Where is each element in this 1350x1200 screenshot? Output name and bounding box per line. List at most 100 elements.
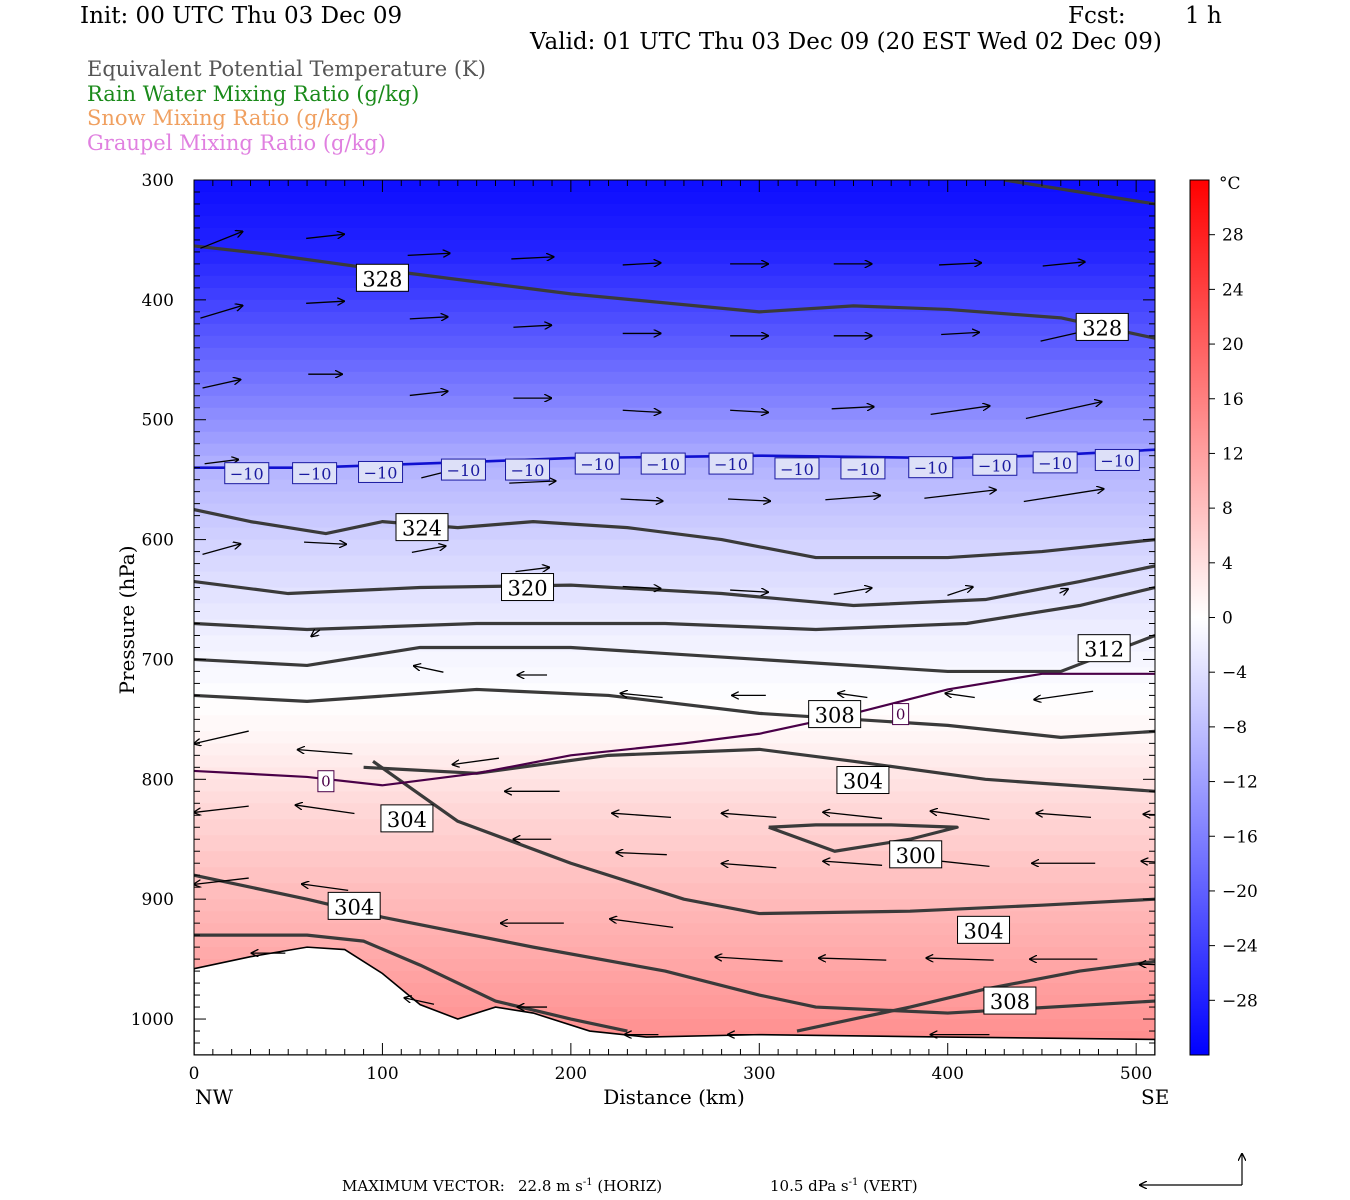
wind-vector	[407, 253, 450, 255]
isotherm-label: −10	[224, 462, 270, 485]
temp-band	[194, 203, 1155, 217]
isotherm-zero	[194, 672, 1155, 787]
temp-band	[194, 491, 1155, 505]
temp-band	[194, 571, 1155, 589]
colorbar-unit: °C	[1219, 174, 1241, 194]
wind-vector	[622, 263, 661, 265]
temperature-field	[194, 180, 1155, 1055]
x-tick-label: 300	[743, 1064, 775, 1084]
isotherm-label-text: −10	[580, 455, 614, 474]
isotherm-label: −10	[774, 457, 820, 480]
legend-theta-e: Equivalent Potential Temperature (K)	[87, 57, 486, 81]
contour-labels: 328 328 324 320 312 308 304 304 300 304 304 308 −10 −…	[224, 263, 1140, 1015]
theta-e-label: 312	[1077, 634, 1131, 663]
theta-e-label-box	[395, 513, 449, 542]
x-tick-label: 0	[189, 1064, 200, 1084]
isotherm-label-box	[708, 452, 754, 475]
valid-time: Valid: 01 UTC Thu 03 Dec 09 (20 EST Wed …	[530, 29, 1162, 55]
theta-e-label-box	[957, 915, 1011, 944]
wind-vector	[515, 567, 550, 573]
isotherm-label-box	[908, 456, 954, 479]
x-tick-label: 100	[366, 1064, 398, 1084]
wind-vector	[513, 325, 551, 327]
colorbar-tick-label: −12	[1222, 773, 1258, 793]
zero-label-box	[892, 703, 910, 726]
theta-e-line-312	[194, 633, 1155, 674]
theta-e-label-text: 328	[362, 267, 402, 291]
plot-frame	[193, 179, 1156, 1056]
theta-e-label-box	[808, 700, 862, 729]
x-end-right: SE	[1141, 1085, 1169, 1109]
y-tick-label: 600	[142, 531, 174, 551]
temp-band	[194, 883, 1155, 900]
temp-band	[194, 407, 1155, 421]
isotherm-label-box	[358, 460, 404, 483]
isotherm-label: −10	[505, 458, 551, 481]
wind-vector	[620, 499, 663, 501]
theta-e-label-text: 312	[1084, 638, 1124, 662]
y-tick-label: 800	[142, 770, 174, 790]
theta-e-line-328	[1003, 180, 1155, 206]
horiz-value: 22.8 m s	[518, 1177, 583, 1195]
theta-e-line-316	[194, 585, 1155, 632]
temp-band	[194, 239, 1155, 253]
isotherm-label-text: −10	[298, 465, 332, 484]
isotherm-label-text: −10	[447, 461, 481, 480]
theta-e-label: 324	[395, 513, 449, 542]
isotherm-label: −10	[840, 457, 886, 480]
terrain-surface	[194, 946, 1155, 1055]
wind-vector	[945, 693, 975, 697]
temp-band	[194, 191, 1155, 205]
isotherm-label-box	[640, 452, 686, 475]
temp-band	[194, 803, 1155, 820]
temp-band	[194, 947, 1155, 960]
wind-vector	[833, 588, 872, 595]
isotherm-label-box	[292, 462, 338, 485]
temp-band	[194, 767, 1155, 780]
wind-vector	[612, 813, 672, 819]
wind-vector	[941, 332, 979, 334]
isotherm-label-box	[1094, 448, 1140, 471]
wind-vectors	[194, 232, 1155, 1035]
theta-e-label-text: 304	[334, 895, 374, 919]
colorbar-tick-label: 0	[1222, 609, 1233, 629]
colorbar: °C 28 24 20 16 12 8 4 0 −4 −8 −12 −16 −20 −24 −28	[1189, 174, 1258, 1056]
wind-vector	[405, 998, 435, 1005]
colorbar-tick-label: 20	[1222, 335, 1244, 355]
colorbar-tick-label: 16	[1222, 390, 1244, 410]
vert-tag: (VERT)	[863, 1177, 918, 1195]
theta-e-line-320	[194, 564, 1155, 608]
isotherm-label-box	[774, 457, 820, 480]
isotherm-label-box	[505, 458, 551, 481]
isotherm-label: −10	[574, 452, 620, 475]
theta-e-label-box	[380, 804, 434, 833]
horiz-exp: -1	[582, 1177, 593, 1188]
temp-band	[194, 555, 1155, 573]
isotherm-label: −10	[440, 458, 486, 481]
isotherm-label-box	[440, 458, 486, 481]
wind-vector	[730, 590, 768, 592]
colorbar-bar	[1189, 179, 1210, 1056]
wind-vector	[1142, 861, 1155, 865]
theta-e-label: 304	[836, 766, 890, 795]
wind-vector	[730, 410, 768, 412]
y-tick-label: 1000	[131, 1010, 174, 1030]
wind-vector	[200, 232, 242, 249]
max-horiz-vector: 22.8 m s-1 (HORIZ)	[518, 1177, 662, 1195]
theta-e-label-text: 304	[843, 770, 883, 794]
zero-label-text: 0	[321, 773, 331, 791]
temp-band	[194, 715, 1155, 732]
y-axis-title: Pressure (hPa)	[115, 546, 139, 695]
horiz-tag: (HORIZ)	[597, 1177, 663, 1195]
temp-band	[194, 227, 1155, 241]
wind-vector	[939, 263, 981, 265]
theta-e-label-text: 308	[815, 704, 855, 728]
temp-band	[194, 791, 1155, 804]
vert-exp: -1	[848, 1177, 859, 1188]
temp-band	[194, 275, 1155, 289]
wind-vector	[311, 630, 321, 636]
temp-band	[194, 323, 1155, 337]
temp-band	[194, 899, 1155, 912]
y-tick-label: 400	[142, 291, 174, 311]
theta-e-label-text: 308	[990, 990, 1030, 1014]
